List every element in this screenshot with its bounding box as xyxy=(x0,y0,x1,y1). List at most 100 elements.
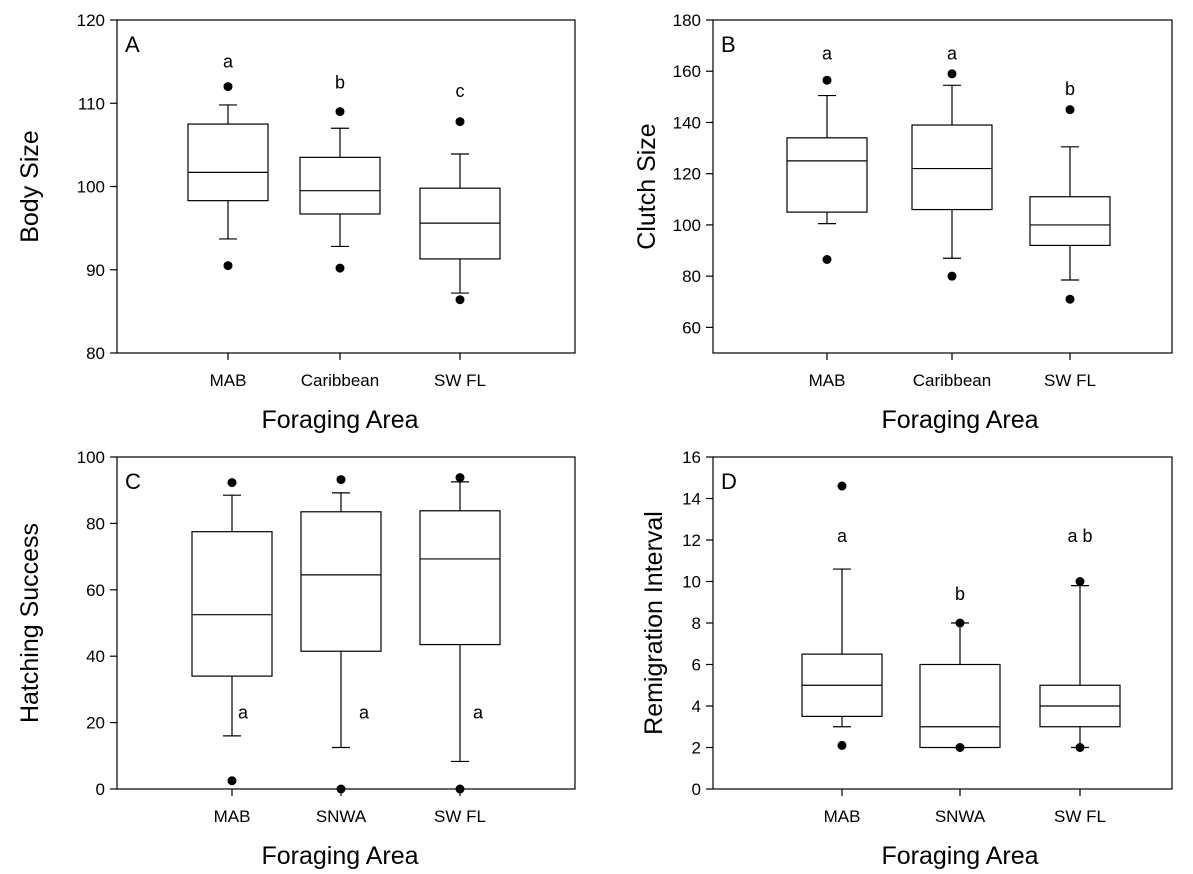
y-tick-label: 8 xyxy=(692,614,701,633)
x-tick-label: Caribbean xyxy=(301,371,379,390)
y-tick-label: 0 xyxy=(96,780,105,799)
y-tick-label: 80 xyxy=(682,267,701,286)
panel-d: 0 2 4 6 8 10 12 14 16 MAB SNWA SW FL Foraging Area Re… xyxy=(640,448,1173,870)
significance-letter: c xyxy=(456,81,465,101)
y-tick-label: 40 xyxy=(86,647,105,666)
x-tick-label: Caribbean xyxy=(913,371,991,390)
x-tick-label: MAB xyxy=(824,807,861,826)
significance-letter: a xyxy=(473,703,484,723)
y-tick-label: 120 xyxy=(77,11,105,30)
significance-letter: b xyxy=(955,584,965,604)
y-tick-label: 160 xyxy=(673,62,701,81)
y-tick-label: 14 xyxy=(682,490,701,509)
panel-a: 80 90 100 110 120 MAB Caribbean SW FL Foraging A… xyxy=(16,11,576,434)
y-tick-label: 100 xyxy=(77,178,105,197)
y-tick-label: 10 xyxy=(682,573,701,592)
panel-letter: D xyxy=(721,469,737,494)
box-caribbean xyxy=(299,107,381,273)
x-tick-label: MAB xyxy=(214,807,251,826)
iqr-box xyxy=(786,137,868,213)
box-mab xyxy=(786,75,868,265)
x-tick-label: SW FL xyxy=(434,371,486,390)
outlier-point xyxy=(336,475,346,485)
x-tick-label: SNWA xyxy=(316,807,367,826)
y-axis-title: Hatching Success xyxy=(16,523,44,723)
outlier-point xyxy=(1065,105,1075,115)
box-caribbean xyxy=(911,69,993,281)
x-axis-title: Foraging Area xyxy=(261,406,418,434)
box-sw-fl xyxy=(1039,577,1121,752)
outlier-point xyxy=(822,255,832,265)
outlier-point xyxy=(223,261,233,271)
box-sw-fl xyxy=(419,473,501,794)
outlier-point xyxy=(947,69,957,79)
significance-letter: b xyxy=(335,72,345,92)
iqr-box xyxy=(187,123,269,202)
y-tick-label: 80 xyxy=(86,514,105,533)
significance-letter: a b xyxy=(1067,526,1092,546)
outlier-point xyxy=(455,473,465,483)
outlier-point xyxy=(1075,743,1085,752)
x-tick-label: SW FL xyxy=(1044,371,1096,390)
iqr-box xyxy=(299,156,381,215)
panel-b: 60 80 100 120 140 160 180 MAB Caribbean SW FL Fora… xyxy=(633,11,1173,434)
significance-letter: a xyxy=(359,703,370,723)
significance-letter: a xyxy=(223,52,234,72)
y-axis-title: Clutch Size xyxy=(633,123,661,249)
outlier-point xyxy=(1065,294,1075,304)
y-tick-label: 110 xyxy=(78,94,105,113)
significance-letter: a xyxy=(947,43,958,63)
y-tick-label: 100 xyxy=(673,216,701,235)
y-tick-label: 140 xyxy=(673,113,701,132)
iqr-box xyxy=(911,124,993,211)
y-tick-label: 4 xyxy=(692,697,701,716)
outlier-point xyxy=(223,82,233,92)
outlier-point xyxy=(947,271,957,281)
x-axis-title: Foraging Area xyxy=(881,406,1038,434)
x-axis-title: Foraging Area xyxy=(881,842,1038,870)
x-axis-title: Foraging Area xyxy=(261,842,418,870)
outlier-point xyxy=(227,776,237,786)
plot-frame xyxy=(116,456,576,790)
iqr-box xyxy=(300,511,382,652)
iqr-box xyxy=(419,510,501,646)
y-axis-title: Body Size xyxy=(16,130,44,243)
box-mab xyxy=(187,82,269,271)
outlier-point xyxy=(955,618,965,628)
outlier-point xyxy=(227,478,237,488)
x-tick-label: MAB xyxy=(809,371,846,390)
outlier-point xyxy=(455,784,465,794)
box-sw-fl xyxy=(419,117,501,305)
outlier-point xyxy=(955,743,965,752)
outlier-point xyxy=(837,481,847,491)
box-snwa xyxy=(300,475,382,794)
outlier-point xyxy=(335,107,345,117)
y-tick-label: 80 xyxy=(86,344,105,363)
significance-letter: b xyxy=(1065,79,1075,99)
y-tick-label: 2 xyxy=(692,739,701,758)
x-tick-label: SW FL xyxy=(1054,807,1106,826)
box-mab xyxy=(801,481,883,750)
y-tick-label: 90 xyxy=(86,261,105,280)
iqr-box xyxy=(191,531,273,677)
y-tick-label: 180 xyxy=(673,11,701,30)
x-tick-label: SW FL xyxy=(434,807,486,826)
panel-letter: B xyxy=(721,32,736,57)
outlier-point xyxy=(455,117,465,127)
x-tick-label: SNWA xyxy=(935,807,986,826)
panel-c: 0 20 40 60 80 100 MAB SNWA SW FL Foraging Area Hat… xyxy=(16,448,576,870)
outlier-point xyxy=(455,295,465,305)
y-tick-label: 16 xyxy=(682,448,701,467)
outlier-point xyxy=(1075,577,1085,586)
y-tick-label: 0 xyxy=(692,780,701,799)
box-mab xyxy=(191,478,273,786)
outlier-point xyxy=(837,740,847,750)
y-tick-label: 60 xyxy=(682,318,701,337)
box-sw-fl xyxy=(1029,105,1111,304)
outlier-point xyxy=(336,784,346,794)
y-tick-label: 120 xyxy=(673,165,701,184)
significance-letter: a xyxy=(822,43,833,63)
outlier-point xyxy=(335,263,345,273)
y-tick-label: 12 xyxy=(682,531,701,550)
